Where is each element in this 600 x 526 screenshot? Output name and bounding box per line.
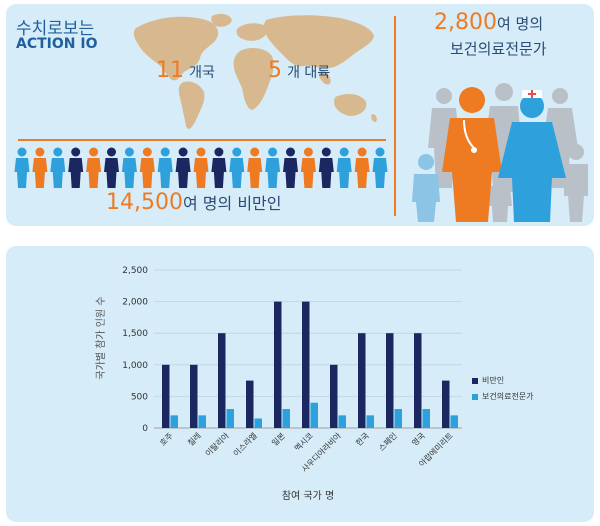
bar-expert	[170, 415, 178, 428]
person-icon	[86, 147, 102, 188]
bar-obese	[442, 380, 450, 428]
experts-unit: 여 명의	[496, 15, 544, 33]
person-icon	[157, 147, 173, 188]
infographic-subtitle: ACTION IO	[16, 36, 98, 52]
bar-obese	[218, 333, 226, 428]
bar-obese	[386, 333, 394, 428]
bar-expert	[254, 418, 262, 428]
y-tick-label: 1,000	[122, 361, 148, 371]
countries-stat: 11 개국	[156, 58, 215, 83]
x-axis-title: 참여 국가 명	[282, 490, 334, 502]
bar-obese	[190, 364, 198, 428]
bar-obese	[162, 364, 170, 428]
bar-obese	[358, 333, 366, 428]
y-axis-title: 국가별 참가 인원 수	[95, 296, 107, 379]
legend-label-expert: 보건의료전문가	[482, 392, 534, 401]
legend-label-obese: 비만인	[482, 376, 505, 385]
person-icon	[247, 147, 263, 188]
experts-line2: 보건의료전문가	[450, 40, 547, 58]
y-tick-label: 2,000	[122, 298, 148, 308]
x-tick-label: 한국	[354, 431, 371, 448]
person-icon	[211, 147, 227, 188]
bar-obese	[330, 364, 338, 428]
x-tick-label: 이탈리아	[203, 430, 231, 458]
countries-unit: 개국	[189, 65, 215, 81]
person-icon	[121, 147, 137, 188]
person-icon	[318, 147, 334, 188]
person-icon	[193, 147, 209, 188]
person-icon	[104, 147, 119, 188]
person-icon	[300, 147, 316, 188]
bar-expert	[422, 409, 430, 428]
bar-expert	[366, 415, 374, 428]
person-icon	[139, 147, 155, 188]
person-icon	[283, 147, 298, 188]
patients-unit: 여 명의 비만인	[182, 194, 282, 213]
x-tick-label: 멕시코	[292, 430, 315, 453]
bar-expert	[226, 409, 234, 428]
bar-obese	[274, 301, 282, 428]
person-icon	[265, 147, 281, 188]
person-icon	[229, 147, 245, 188]
person-icon	[336, 147, 352, 188]
bar-chart: 0 500 1,000 1,500 2,000 2,500 호주 칠레 이탈리아 이스라엘 일본 멕…	[95, 266, 462, 502]
infographic-title: 수치로보는	[16, 19, 95, 39]
person-icon	[50, 147, 66, 188]
chart-panel: 0 500 1,000 1,500 2,000 2,500 호주 칠레 이탈리아 이스라엘 일본 멕…	[6, 246, 594, 522]
people-row-icon	[14, 147, 388, 188]
person-icon	[14, 147, 30, 188]
experts-number: 2,800	[434, 10, 497, 35]
person-icon	[68, 147, 84, 188]
y-tick-label: 1,500	[122, 329, 148, 339]
bar-expert	[338, 415, 346, 428]
bar-expert	[450, 415, 458, 428]
continents-number: 5	[268, 58, 282, 83]
bar-expert	[394, 409, 402, 428]
x-tick-label: 일본	[270, 431, 287, 448]
person-icon	[175, 147, 191, 188]
bar-expert	[282, 409, 290, 428]
divider-vertical	[394, 16, 396, 216]
divider-horizontal	[18, 139, 386, 141]
y-tick-label: 500	[131, 392, 148, 402]
bar-obese	[414, 333, 422, 428]
bar-expert	[310, 402, 318, 428]
infographic-panel: 수치로보는 ACTION IO 11 개국 5 개 대륙	[6, 4, 594, 226]
continents-stat: 5 개 대륙	[268, 58, 330, 83]
patients-number: 14,500	[106, 190, 183, 215]
person-icon	[32, 147, 48, 188]
bar-obese	[246, 380, 254, 428]
health-professionals-icon	[412, 83, 588, 222]
x-tick-label: 호주	[158, 431, 175, 448]
bar-obese	[302, 301, 310, 428]
y-tick-label: 0	[142, 424, 148, 434]
countries-number: 11	[156, 58, 184, 83]
bar-expert	[198, 415, 206, 428]
x-tick-label: 칠레	[186, 431, 203, 448]
person-icon	[372, 147, 388, 188]
experts-stat: 2,800여 명의	[434, 10, 543, 35]
continents-unit: 개 대륙	[287, 65, 331, 81]
x-tick-label: 영국	[409, 430, 426, 447]
y-tick-label: 2,500	[122, 266, 148, 276]
legend-swatch-obese	[472, 378, 478, 384]
patients-stat: 14,500여 명의 비만인	[106, 190, 281, 215]
person-icon	[354, 147, 370, 188]
x-tick-label: 이스라엘	[231, 430, 259, 458]
legend-swatch-expert	[472, 394, 478, 400]
world-map-icon	[133, 13, 377, 129]
x-tick-label: 스페인	[376, 430, 399, 453]
